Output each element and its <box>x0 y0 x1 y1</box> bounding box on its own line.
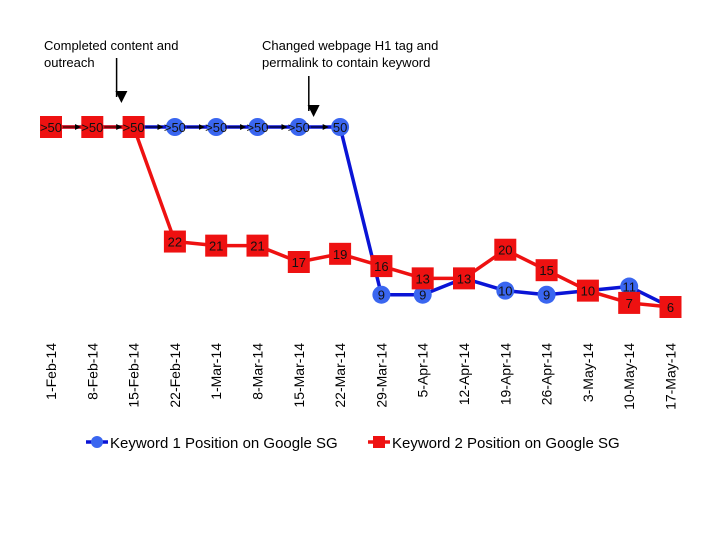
series-1-point <box>248 118 267 136</box>
series-1-point <box>620 277 639 296</box>
x-tick-label: 10-May-14 <box>621 343 637 410</box>
x-tick-label: 29-Mar-14 <box>373 343 389 408</box>
legend-item-1: Keyword 1 Position on Google SG <box>86 435 338 452</box>
series-2-point <box>287 251 310 273</box>
annotation-text: Changed webpage H1 tag and <box>262 38 438 53</box>
series-2-data-label: >50 <box>81 120 103 135</box>
series-1-point <box>289 118 308 136</box>
series-2-data-label: 13 <box>415 271 429 286</box>
x-tick-label: 22-Mar-14 <box>332 343 348 408</box>
series-1-data-label: >50 <box>246 120 268 135</box>
legend-item-2: Keyword 2 Position on Google SG <box>368 435 620 452</box>
annotation-text: permalink to contain keyword <box>262 55 430 70</box>
legend-label: Keyword 2 Position on Google SG <box>392 435 620 452</box>
x-tick-label: 5-Apr-14 <box>415 343 431 398</box>
series-1-point <box>413 285 432 304</box>
series-2-point <box>576 279 599 302</box>
series-2-point <box>163 230 186 253</box>
annotations: Completed content and outreach Changed web… <box>44 38 438 117</box>
x-tick-label: 26-Apr-14 <box>539 343 555 405</box>
x-tick-label: 17-May-14 <box>663 343 679 410</box>
series-1-data-label: 11 <box>622 280 636 295</box>
legend-label: Keyword 1 Position on Google SG <box>110 435 338 452</box>
legend-marker <box>373 436 385 448</box>
series-2-data-label: 16 <box>374 259 388 274</box>
x-tick-label: 1-Feb-14 <box>43 343 59 400</box>
series-1-point <box>207 118 226 136</box>
x-tick-label: 8-Feb-14 <box>84 343 100 400</box>
series-2-point <box>453 267 475 290</box>
x-tick-label: 12-Apr-14 <box>456 343 472 405</box>
series-1-point <box>372 285 391 304</box>
legend-marker <box>91 436 103 448</box>
x-tick-label: 19-Apr-14 <box>497 343 513 405</box>
annotation-text: outreach <box>44 55 95 70</box>
series-1-data-label: 50 <box>333 120 347 135</box>
series-2-point <box>122 116 145 138</box>
series-2-data-label: 17 <box>292 255 306 270</box>
series-1-point <box>165 118 184 136</box>
series-2-data-label: 7 <box>626 296 633 311</box>
series-2-point <box>494 238 517 261</box>
x-tick-label: 15-Mar-14 <box>291 343 307 408</box>
series-2-point <box>329 242 352 265</box>
x-tick-label: 8-Mar-14 <box>250 343 266 400</box>
series-2-data-label: 6 <box>667 300 674 315</box>
series-2-data-label: 22 <box>168 235 182 250</box>
series-2-data-label: 19 <box>333 247 347 262</box>
series-2-data-label: 20 <box>498 243 512 258</box>
series-2-point <box>205 234 228 257</box>
series-1-point <box>496 281 515 300</box>
series-1-data-label: >50 <box>164 120 186 135</box>
series-2-point <box>411 267 434 290</box>
annotation-text: Completed content and <box>44 38 178 53</box>
series-2-data-label: 21 <box>209 239 223 254</box>
annotation-2: Changed webpage H1 tag and permalink to c… <box>262 38 438 117</box>
series-2-data-label: 10 <box>581 284 595 299</box>
series-2-point <box>40 116 62 138</box>
series-2-point <box>535 259 558 282</box>
series-2-point <box>246 234 269 257</box>
series-1-data-label: 9 <box>378 288 385 303</box>
annotation-1: Completed content and outreach <box>44 38 178 103</box>
series-2: >50 >50 >50 22 21 21 17 19 16 13 13 20 15 10 7 6 <box>40 116 682 318</box>
series-2-data-label: 15 <box>539 263 553 278</box>
series-1-data-label: 9 <box>543 288 550 303</box>
x-tick-label: 3-May-14 <box>580 343 596 402</box>
series-2-point <box>81 116 104 138</box>
series-2-point <box>659 296 682 318</box>
series-2-point <box>618 291 641 314</box>
series-1-data-label: 9 <box>419 288 426 303</box>
series-2-data-label: >50 <box>123 120 145 135</box>
series-2-data-label: >50 <box>40 120 62 135</box>
series-1-data-label: >50 <box>205 120 227 135</box>
x-axis: 1-Feb-14 8-Feb-14 15-Feb-14 22-Feb-14 1-Mar-… <box>43 343 679 410</box>
legend: Keyword 1 Position on Google SG Keyword 2… <box>86 435 620 452</box>
series-1-data-label: >50 <box>288 120 310 135</box>
series-2-point <box>370 255 393 278</box>
x-tick-label: 15-Feb-14 <box>126 343 142 408</box>
x-tick-label: 1-Mar-14 <box>208 343 224 400</box>
series-2-segment <box>131 125 177 244</box>
series-2-data-label: 21 <box>250 239 264 254</box>
x-tick-label: 22-Feb-14 <box>167 343 183 408</box>
series-1-data-label: 10 <box>498 284 512 299</box>
series-1-point <box>537 285 556 304</box>
series-1-point <box>331 118 350 136</box>
series-2-data-label: 13 <box>457 271 471 286</box>
series-layer: >50 >50 >50 >50 >50 >50 >50 50 9 9 13 10 9 10 11 6>50 >5… <box>40 116 682 318</box>
